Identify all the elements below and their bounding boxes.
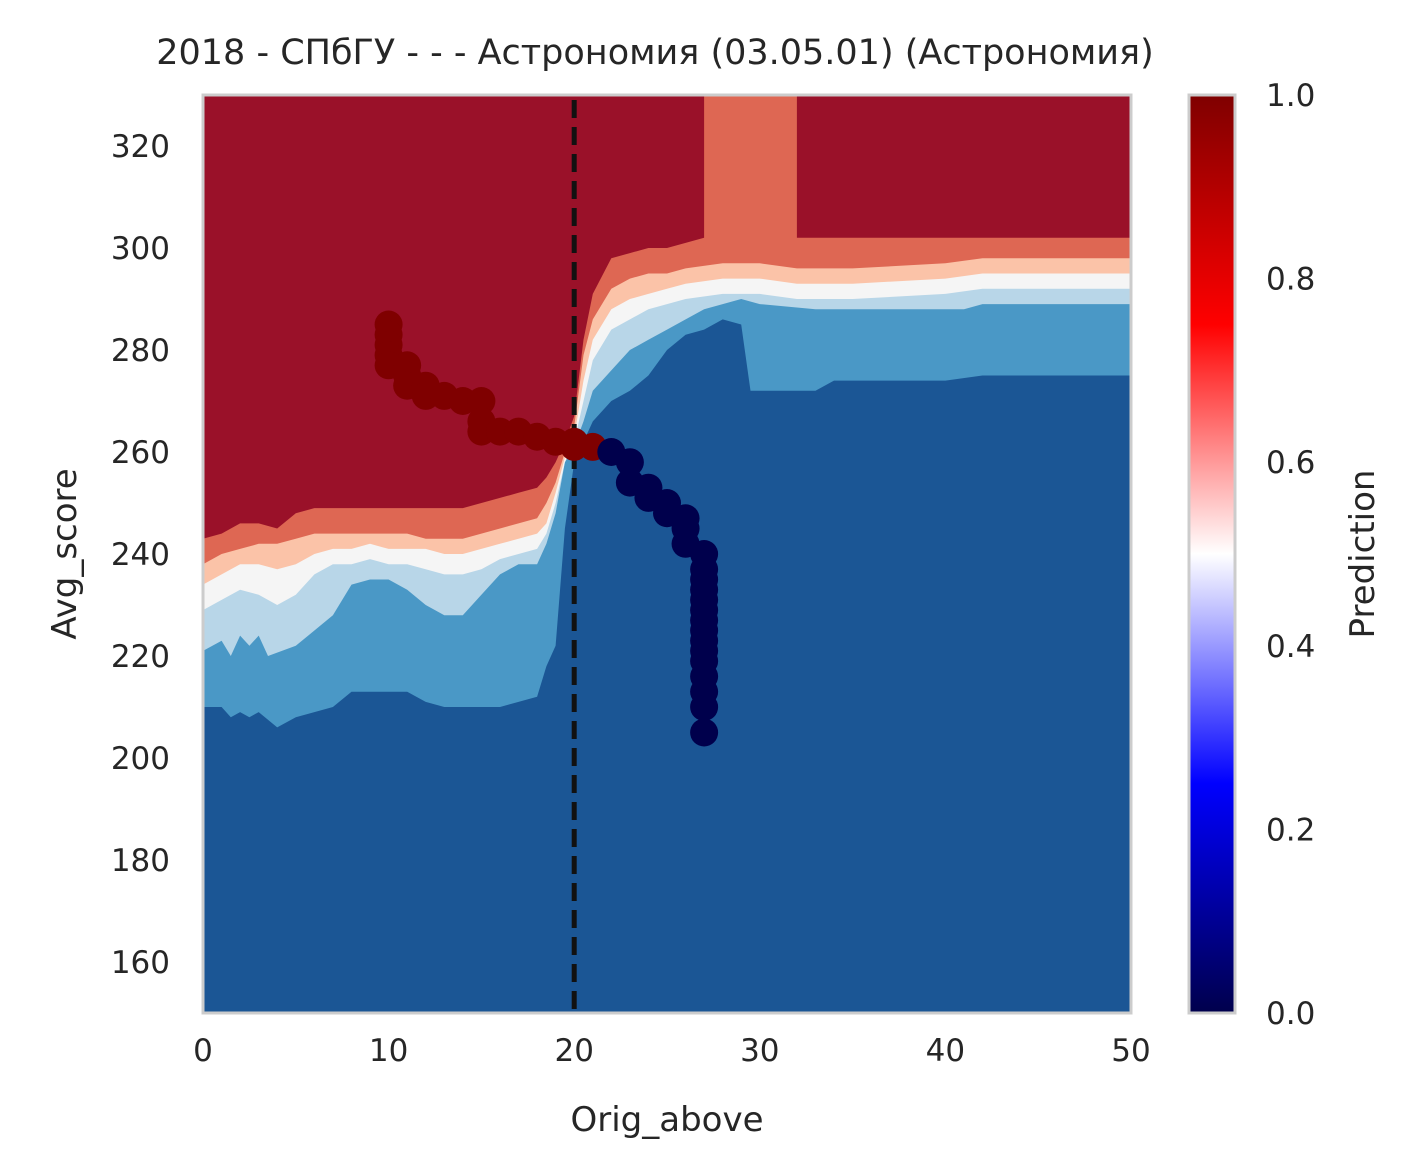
x-axis-label: Orig_above xyxy=(570,1100,763,1140)
prediction-points xyxy=(374,310,719,747)
y-tick-label: 180 xyxy=(111,843,170,879)
colorbar-ticks: 0.0 0.2 0.4 0.6 0.8 1.0 xyxy=(1266,78,1315,1032)
x-tick-label: 10 xyxy=(369,1033,408,1069)
y-tick-label: 300 xyxy=(111,231,170,267)
y-tick-label: 280 xyxy=(111,333,170,369)
x-tick-label: 40 xyxy=(926,1033,965,1069)
colorbar-tick-label: 0.8 xyxy=(1266,262,1315,298)
x-tick-label: 20 xyxy=(554,1033,593,1069)
data-point-rejected xyxy=(690,693,719,721)
y-axis-label: Avg_score xyxy=(45,468,85,639)
chart-title: 2018 - СПбГУ - - - Астрономия (03.05.01)… xyxy=(156,33,1154,73)
plot-frame xyxy=(201,93,1133,1015)
y-tick-label: 220 xyxy=(111,639,170,675)
x-tick-label: 0 xyxy=(193,1033,213,1069)
x-tick-label: 30 xyxy=(740,1033,779,1069)
data-point-rejected xyxy=(690,718,719,747)
colorbar-tick-label: 0.6 xyxy=(1266,445,1315,481)
contour-band-6 xyxy=(203,95,1131,539)
y-tick-label: 260 xyxy=(111,435,170,471)
colorbar-tick-label: 0.0 xyxy=(1266,996,1315,1032)
x-axis-ticks: 0 10 20 30 40 50 xyxy=(193,1033,1151,1069)
y-tick-label: 320 xyxy=(111,129,170,165)
x-tick-label: 50 xyxy=(1111,1033,1150,1069)
y-tick-label: 200 xyxy=(111,741,170,777)
colorbar-tick-label: 1.0 xyxy=(1266,78,1315,114)
y-tick-label: 240 xyxy=(111,537,170,573)
data-point-rejected xyxy=(615,448,644,477)
colorbar-tick-label: 0.2 xyxy=(1266,812,1315,848)
contour-fill-layer xyxy=(203,95,1131,1013)
y-tick-label: 160 xyxy=(111,945,170,981)
colorbar xyxy=(1187,93,1237,1015)
colorbar-tick-label: 0.4 xyxy=(1266,629,1315,665)
y-axis-ticks: 160 180 200 220 240 260 280 300 320 xyxy=(111,129,170,981)
colorbar-label: Prediction xyxy=(1343,470,1383,639)
data-point-admitted xyxy=(467,387,496,415)
